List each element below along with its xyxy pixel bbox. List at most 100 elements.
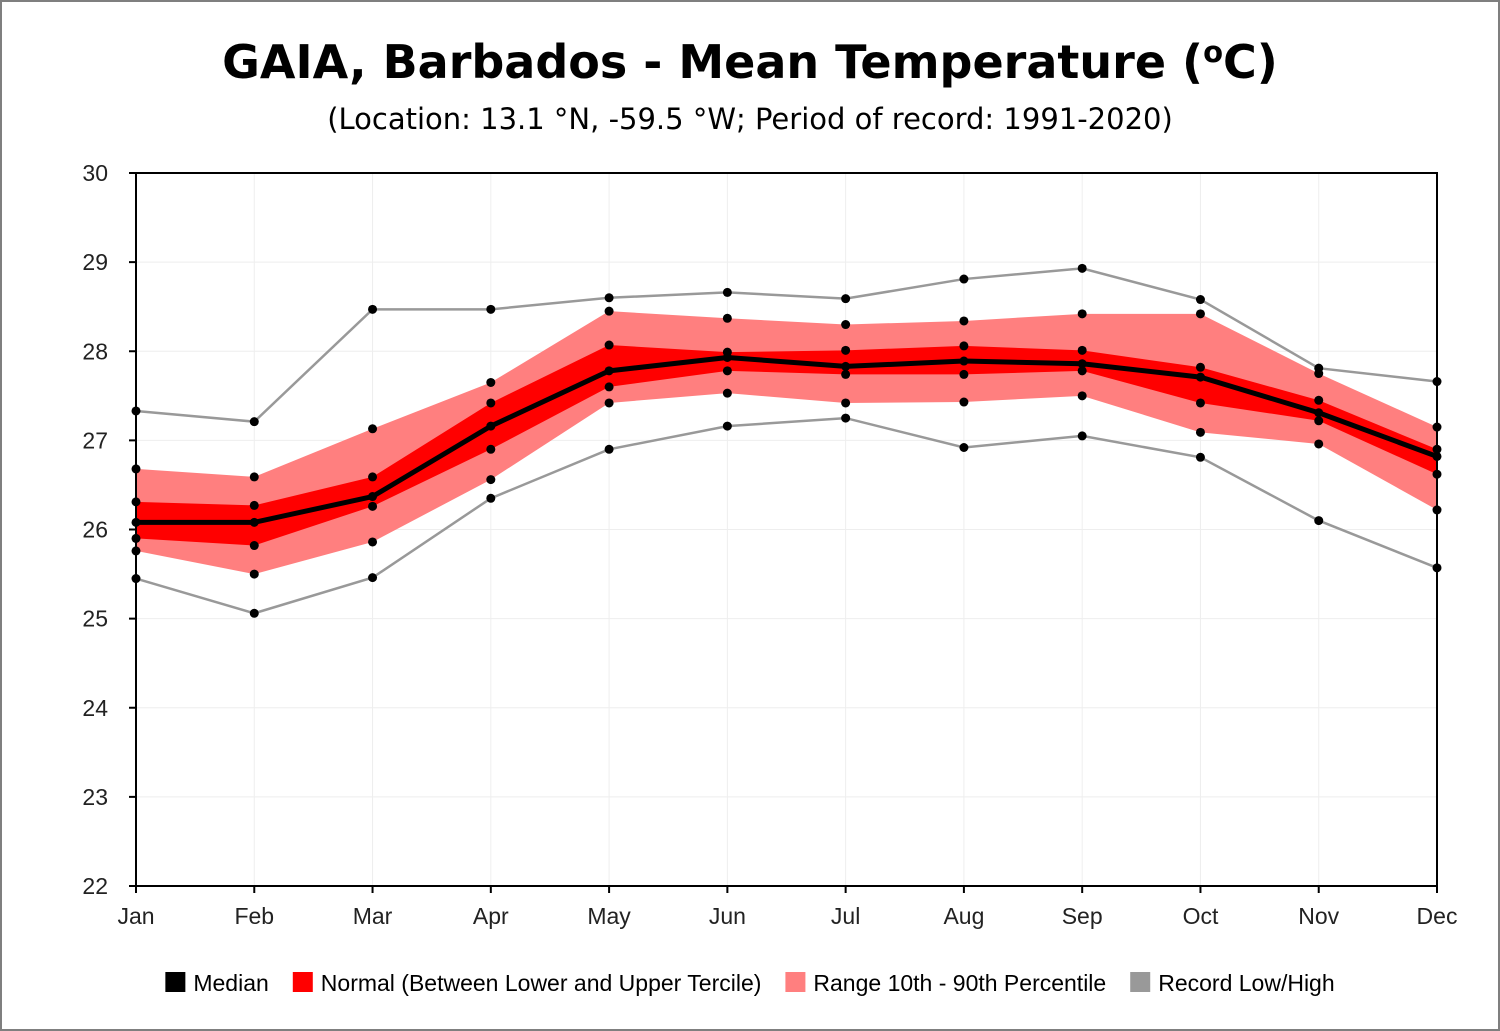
record-high-point [604, 293, 614, 303]
record-high-point [249, 417, 259, 427]
p10-point [722, 388, 732, 398]
chart-legend: Median Normal (Between Lower and Upper Te… [165, 970, 1335, 996]
chart-title-main: GAIA, Barbados - Mean Temperature ( [222, 35, 1203, 89]
record-high-point [1195, 295, 1205, 305]
x-tick-label: Dec [1417, 903, 1458, 929]
upper-tercile-point [1195, 362, 1205, 372]
x-tick-label: Mar [353, 903, 393, 929]
legend-item-label: Range 10th - 90th Percentile [813, 970, 1106, 996]
p90-point [959, 316, 969, 326]
x-tick-label: Nov [1298, 903, 1339, 929]
p10-point [841, 398, 851, 408]
legend-item-label: Median [193, 970, 268, 996]
tercile-band-area [136, 345, 1437, 546]
p10-point [1314, 439, 1324, 449]
x-tick-label: May [587, 903, 631, 929]
median-point [1077, 359, 1087, 369]
median-point [368, 492, 378, 502]
y-tick-label: 29 [82, 249, 108, 275]
x-tick-label: Sep [1062, 903, 1103, 929]
upper-tercile-point [368, 472, 378, 482]
p10-point [368, 537, 378, 547]
chart-subtitle: (Location: 13.1 °N, -59.5 °W; Period of … [327, 102, 1173, 136]
record-low-point [1195, 452, 1205, 462]
plot-axes [129, 172, 1438, 893]
p90-point [486, 377, 496, 387]
p90-point [249, 472, 259, 482]
record-high-point [1077, 263, 1087, 273]
p90-point [368, 424, 378, 434]
x-tick-label: Jun [709, 903, 746, 929]
median-point [249, 517, 259, 527]
p90-point [1314, 369, 1324, 379]
y-tick-label: 27 [82, 427, 108, 453]
upper-tercile-point [959, 341, 969, 351]
y-tick-label: 25 [82, 606, 108, 632]
p90-point [1077, 309, 1087, 319]
lower-tercile-point [841, 369, 851, 379]
upper-tercile-point [1314, 395, 1324, 405]
record-high-line [135, 267, 1438, 423]
x-tick-labels: Jan Feb Mar Apr May Jun Jul Aug Sep Oct Nov Dec [117, 903, 1457, 929]
median-point [959, 356, 969, 366]
chart-title-superscript: o [1203, 35, 1223, 69]
record-low-point [368, 573, 378, 583]
median-line [136, 354, 1438, 525]
y-tick-label: 28 [82, 338, 108, 364]
upper-tercile-point [486, 398, 496, 408]
y-tick-label: 30 [82, 160, 108, 186]
record-low-point [722, 421, 732, 431]
percentile-range-band [136, 311, 1437, 575]
upper-tercile-point [604, 340, 614, 350]
median-point [722, 352, 732, 362]
record-low-point [1314, 516, 1324, 526]
y-tick-label: 22 [82, 873, 108, 899]
p10-point [604, 398, 614, 408]
p10-point [486, 475, 496, 485]
y-tick-label: 26 [82, 517, 108, 543]
legend-item-swatch [785, 972, 806, 992]
p10-point [959, 397, 969, 407]
lower-tercile-point [486, 444, 496, 454]
upper-tercile-point [249, 500, 259, 510]
y-tick-labels: 22 23 24 25 26 27 28 29 30 [82, 160, 108, 899]
median-point [1195, 372, 1205, 382]
record-low-point [249, 608, 259, 618]
p90-point [1195, 309, 1205, 319]
lower-tercile-point [249, 541, 259, 551]
record-low-point [1077, 431, 1087, 441]
record-high-point [722, 287, 732, 297]
lower-tercile-point [1077, 366, 1087, 376]
lower-tercile-point [604, 382, 614, 392]
p90-point [841, 320, 851, 330]
legend-item-swatch [165, 972, 186, 992]
record-high-point [368, 304, 378, 314]
p10-point [1195, 427, 1205, 437]
upper-tercile-point [1077, 345, 1087, 355]
x-tick-label: Apr [473, 903, 509, 929]
y-tick-label: 23 [82, 784, 108, 810]
legend-item-swatch [1130, 972, 1151, 992]
x-tick-label: Jul [831, 903, 860, 929]
y-tick-label: 24 [82, 695, 108, 721]
median-point [841, 361, 851, 371]
record-lines [135, 267, 1438, 615]
x-tick-label: Feb [234, 903, 274, 929]
lower-tercile-point [368, 501, 378, 511]
normal-tercile-band [136, 345, 1437, 546]
p90-point [604, 306, 614, 316]
legend-item-label: Normal (Between Lower and Upper Tercile) [321, 970, 762, 996]
x-tick-label: Jan [117, 903, 154, 929]
record-low-line [135, 416, 1438, 615]
upper-tercile-point [841, 345, 851, 355]
x-tick-label: Aug [943, 903, 984, 929]
p10-point [1077, 391, 1087, 401]
record-low-point [486, 493, 496, 503]
p10-point [249, 569, 259, 579]
lower-tercile-point [1195, 398, 1205, 408]
lower-tercile-point [722, 366, 732, 376]
legend-item-label: Record Low/High [1158, 970, 1334, 996]
record-low-point [841, 413, 851, 423]
median-series-line [136, 354, 1438, 525]
